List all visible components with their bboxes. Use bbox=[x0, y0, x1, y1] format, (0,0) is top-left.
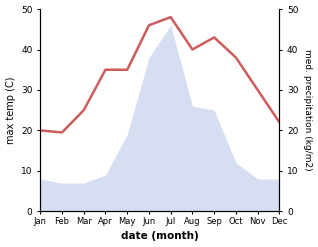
X-axis label: date (month): date (month) bbox=[121, 231, 199, 242]
Y-axis label: max temp (C): max temp (C) bbox=[5, 76, 16, 144]
Y-axis label: med. precipitation (kg/m2): med. precipitation (kg/m2) bbox=[303, 49, 313, 171]
